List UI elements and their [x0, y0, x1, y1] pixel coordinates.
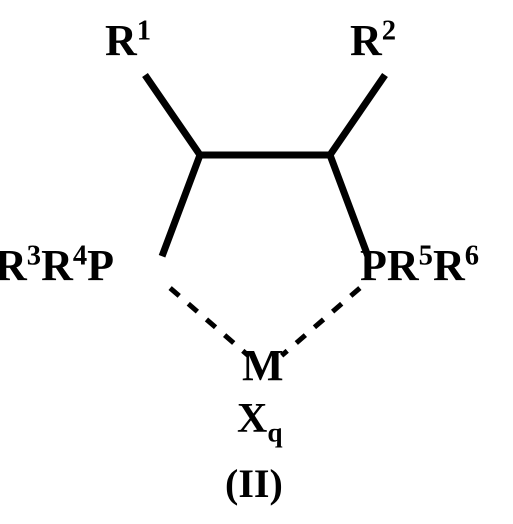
- substituent-bond: [145, 75, 200, 155]
- label-R3R4P: R3R4P: [0, 240, 114, 291]
- substituent-bond: [330, 75, 385, 155]
- bond: [162, 155, 200, 256]
- bond: [282, 288, 360, 356]
- label-R2: R2: [350, 15, 396, 66]
- label-Xq: Xq: [237, 395, 283, 443]
- label-R1: R1: [105, 15, 151, 66]
- bond: [170, 288, 248, 356]
- label-formula_number: (II): [225, 460, 283, 507]
- label-PR5R6: PR5R6: [360, 240, 479, 291]
- label-M: M: [242, 340, 284, 391]
- chemical-structure: R1 R2 R3R4P PR5R6 MXq (II): [0, 0, 513, 524]
